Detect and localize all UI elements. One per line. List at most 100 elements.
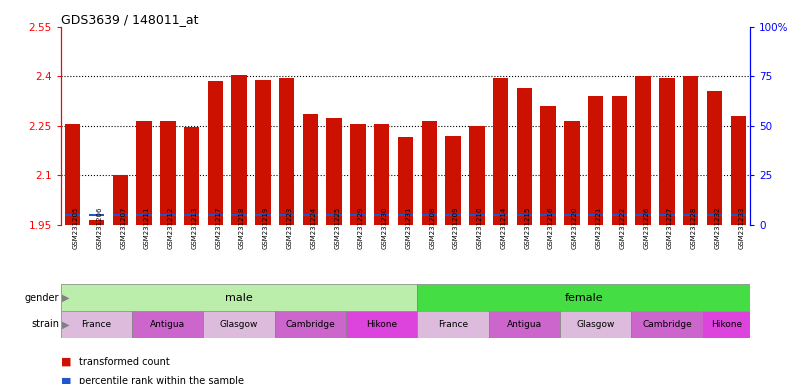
Bar — [445, 214, 461, 217]
Text: GSM231211: GSM231211 — [144, 206, 150, 249]
Text: GSM231214: GSM231214 — [500, 207, 507, 249]
Text: Hikone: Hikone — [367, 320, 397, 329]
Bar — [204, 311, 275, 338]
Bar — [611, 214, 627, 217]
Bar — [88, 220, 104, 225]
Bar — [418, 311, 489, 338]
Bar — [636, 76, 651, 225]
Text: GSM231221: GSM231221 — [595, 207, 602, 249]
Text: GSM231206: GSM231206 — [97, 206, 102, 249]
Bar — [445, 136, 461, 225]
Bar — [279, 214, 294, 217]
Text: GSM231233: GSM231233 — [738, 206, 744, 249]
Text: gender: gender — [24, 293, 59, 303]
Bar — [136, 121, 152, 225]
Text: GSM231213: GSM231213 — [191, 206, 198, 249]
Bar — [208, 81, 223, 225]
Bar — [588, 96, 603, 225]
Bar — [631, 311, 702, 338]
Text: transformed count: transformed count — [79, 357, 169, 367]
Text: GSM231228: GSM231228 — [691, 207, 697, 249]
Bar — [731, 116, 746, 225]
Bar — [469, 126, 484, 225]
Text: GSM231217: GSM231217 — [216, 206, 221, 249]
Bar — [160, 214, 175, 217]
Text: percentile rank within the sample: percentile rank within the sample — [79, 376, 243, 384]
Bar — [113, 214, 128, 217]
Text: GSM231220: GSM231220 — [572, 207, 578, 249]
Text: GSM231229: GSM231229 — [358, 207, 364, 249]
Text: GSM231227: GSM231227 — [667, 207, 673, 249]
Text: GSM231222: GSM231222 — [620, 207, 625, 249]
Text: GDS3639 / 148011_at: GDS3639 / 148011_at — [61, 13, 199, 26]
Text: GSM231205: GSM231205 — [73, 207, 79, 249]
Text: Antigua: Antigua — [150, 320, 186, 329]
Bar — [136, 214, 152, 217]
Bar — [418, 284, 750, 311]
Bar — [374, 214, 389, 217]
Bar — [702, 311, 750, 338]
Text: Hikone: Hikone — [711, 320, 742, 329]
Bar — [350, 124, 366, 225]
Bar — [255, 79, 271, 225]
Bar — [231, 214, 247, 217]
Bar — [61, 284, 418, 311]
Text: GSM231219: GSM231219 — [263, 206, 269, 249]
Bar — [231, 74, 247, 225]
Text: GSM231225: GSM231225 — [334, 207, 340, 249]
Bar — [88, 214, 104, 217]
Text: female: female — [564, 293, 603, 303]
Bar — [564, 121, 580, 225]
Text: GSM231208: GSM231208 — [429, 206, 436, 249]
Text: GSM231207: GSM231207 — [120, 206, 127, 249]
Text: GSM231215: GSM231215 — [525, 207, 530, 249]
Bar — [184, 214, 200, 217]
Text: ▶: ▶ — [62, 293, 70, 303]
Bar — [560, 311, 631, 338]
Bar — [564, 214, 580, 217]
Bar — [65, 124, 80, 225]
Text: Glasgow: Glasgow — [220, 320, 258, 329]
Bar — [588, 214, 603, 217]
Text: Cambridge: Cambridge — [642, 320, 692, 329]
Text: GSM231230: GSM231230 — [382, 206, 388, 249]
Bar — [659, 214, 675, 217]
Bar — [683, 214, 698, 217]
Bar — [397, 137, 414, 225]
Bar — [160, 121, 175, 225]
Text: GSM231210: GSM231210 — [477, 206, 483, 249]
Text: Glasgow: Glasgow — [577, 320, 615, 329]
Bar — [374, 124, 389, 225]
Text: male: male — [225, 293, 253, 303]
Text: France: France — [438, 320, 468, 329]
Bar — [346, 311, 418, 338]
Bar — [397, 214, 414, 217]
Bar — [132, 311, 204, 338]
Bar — [184, 127, 200, 225]
Bar — [683, 76, 698, 225]
Bar — [279, 78, 294, 225]
Bar — [422, 214, 437, 217]
Bar — [636, 214, 651, 217]
Bar — [275, 311, 346, 338]
Text: GSM231224: GSM231224 — [311, 207, 316, 249]
Bar — [731, 214, 746, 217]
Bar — [350, 214, 366, 217]
Bar — [493, 78, 508, 225]
Bar — [517, 214, 532, 217]
Text: ■: ■ — [61, 357, 71, 367]
Bar — [422, 121, 437, 225]
Bar — [61, 311, 132, 338]
Text: GSM231231: GSM231231 — [406, 206, 411, 249]
Bar — [611, 96, 627, 225]
Text: GSM231216: GSM231216 — [548, 206, 554, 249]
Bar — [540, 214, 556, 217]
Bar — [707, 214, 723, 217]
Bar — [327, 118, 342, 225]
Bar — [303, 114, 318, 225]
Bar — [303, 214, 318, 217]
Bar — [707, 91, 723, 225]
Bar — [469, 214, 484, 217]
Bar — [489, 311, 560, 338]
Bar — [659, 78, 675, 225]
